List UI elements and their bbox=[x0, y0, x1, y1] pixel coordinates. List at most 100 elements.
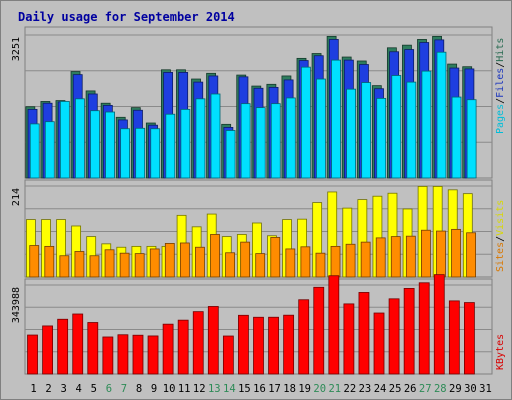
bar-pages bbox=[421, 70, 432, 179]
bar-pages bbox=[90, 110, 100, 179]
bar-pages bbox=[180, 108, 191, 179]
bar-pages bbox=[285, 97, 296, 179]
bar-sites bbox=[405, 235, 416, 278]
bar-sites bbox=[285, 248, 296, 278]
x-tick-label: 3 bbox=[60, 383, 66, 395]
bar-pages bbox=[195, 98, 206, 179]
x-tick-label: 12 bbox=[193, 383, 206, 395]
legend-separator: / bbox=[495, 98, 506, 104]
x-tick-label: 27 bbox=[419, 383, 432, 395]
x-tick-label: 2 bbox=[45, 383, 51, 395]
bar-pages bbox=[255, 107, 266, 179]
bar-kbytes bbox=[72, 313, 84, 375]
x-tick-label: 23 bbox=[359, 383, 372, 395]
bar-kbytes bbox=[222, 335, 234, 375]
bar-sites bbox=[421, 229, 431, 278]
bar-kbytes bbox=[162, 323, 174, 375]
x-tick-label: 15 bbox=[238, 383, 251, 395]
x-tick-label: 30 bbox=[464, 383, 477, 395]
bar-sites bbox=[360, 241, 371, 278]
legend-hits-files-pages: Pages/Files/Hits bbox=[495, 38, 506, 134]
bar-sites bbox=[195, 246, 205, 278]
bar-sites bbox=[44, 245, 55, 278]
x-tick-label: 18 bbox=[283, 383, 296, 395]
bar-pages bbox=[29, 123, 40, 179]
bar-pages bbox=[331, 59, 341, 179]
bar-kbytes bbox=[358, 292, 370, 375]
bar-sites bbox=[330, 245, 341, 278]
x-tick-label: 4 bbox=[76, 383, 82, 395]
x-tick-label: 25 bbox=[389, 383, 402, 395]
bar-kbytes bbox=[253, 316, 264, 375]
bar-kbytes bbox=[433, 274, 445, 375]
x-tick-label: 10 bbox=[163, 383, 176, 395]
x-tick-label: 13 bbox=[208, 383, 221, 395]
x-axis: 1 2 3 4 5 6 7 8 9 10 11 12 13 14 15 16 17 18 19 20 21 22 23 24 2… bbox=[30, 383, 491, 395]
x-tick-label: 16 bbox=[253, 383, 266, 395]
bar-kbytes bbox=[87, 322, 99, 375]
bar-pages bbox=[225, 130, 236, 179]
series-kbytes bbox=[27, 274, 475, 375]
bar-kbytes bbox=[102, 336, 114, 375]
bar-kbytes bbox=[464, 302, 475, 375]
bar-kbytes bbox=[42, 325, 53, 375]
legend-entry: Files bbox=[495, 68, 506, 98]
bar-sites bbox=[240, 241, 251, 278]
x-tick-label: 29 bbox=[449, 383, 462, 395]
bar-pages bbox=[451, 96, 462, 179]
bar-kbytes bbox=[147, 335, 159, 375]
x-tick-label: 22 bbox=[344, 383, 357, 395]
x-tick-label: 31 bbox=[479, 383, 492, 395]
bar-pages bbox=[165, 113, 176, 179]
bar-sites bbox=[270, 237, 281, 278]
bar-sites bbox=[390, 236, 401, 278]
series-pages bbox=[29, 51, 477, 179]
x-tick-label: 1 bbox=[30, 383, 36, 395]
bar-sites bbox=[225, 252, 235, 278]
bar-kbytes bbox=[448, 300, 460, 375]
x-tick-label: 20 bbox=[313, 383, 326, 395]
bar-sites bbox=[89, 255, 100, 278]
bar-pages bbox=[376, 97, 387, 179]
bar-sites bbox=[210, 234, 220, 278]
bar-pages bbox=[406, 81, 417, 179]
panel-hits-files-pages: 3251 Pages/Files/Hits bbox=[11, 26, 506, 179]
bar-sites bbox=[29, 245, 40, 278]
panel-visits-sites: 214 Sites/Visits bbox=[11, 179, 506, 278]
bar-pages bbox=[361, 82, 372, 179]
legend-separator: / bbox=[495, 62, 506, 68]
y-axis-max-label: 214 bbox=[11, 188, 22, 206]
bar-kbytes bbox=[298, 299, 310, 375]
bar-sites bbox=[255, 253, 266, 278]
x-tick-label: 19 bbox=[298, 383, 311, 395]
legend-separator: / bbox=[495, 236, 506, 242]
x-tick-label: 24 bbox=[374, 383, 387, 395]
legend-kbytes: KBytes bbox=[495, 334, 506, 370]
bar-sites bbox=[164, 243, 175, 278]
bar-kbytes bbox=[403, 288, 415, 375]
bar-kbytes bbox=[177, 319, 189, 375]
x-tick-label: 8 bbox=[136, 383, 142, 395]
bar-kbytes bbox=[313, 286, 325, 375]
bar-sites bbox=[300, 246, 311, 278]
bar-sites bbox=[466, 232, 477, 278]
bar-sites bbox=[436, 230, 446, 278]
y-axis-max-label: 3251 bbox=[11, 37, 22, 61]
bar-sites bbox=[134, 253, 145, 278]
bar-sites bbox=[179, 242, 190, 278]
bar-pages bbox=[75, 98, 85, 179]
x-tick-label: 9 bbox=[151, 383, 157, 395]
bar-kbytes bbox=[117, 334, 129, 375]
bar-kbytes bbox=[373, 312, 385, 375]
legend-entry: Pages bbox=[495, 104, 506, 134]
bar-kbytes bbox=[207, 306, 219, 375]
x-tick-label: 26 bbox=[404, 383, 417, 395]
bar-sites bbox=[345, 243, 356, 278]
bar-pages bbox=[240, 103, 251, 179]
legend-entry: Visits bbox=[495, 200, 506, 236]
bar-sites bbox=[104, 249, 115, 278]
chart-title: Daily usage for September 2014 bbox=[18, 10, 235, 24]
bar-sites bbox=[149, 248, 160, 278]
bar-pages bbox=[316, 78, 326, 179]
